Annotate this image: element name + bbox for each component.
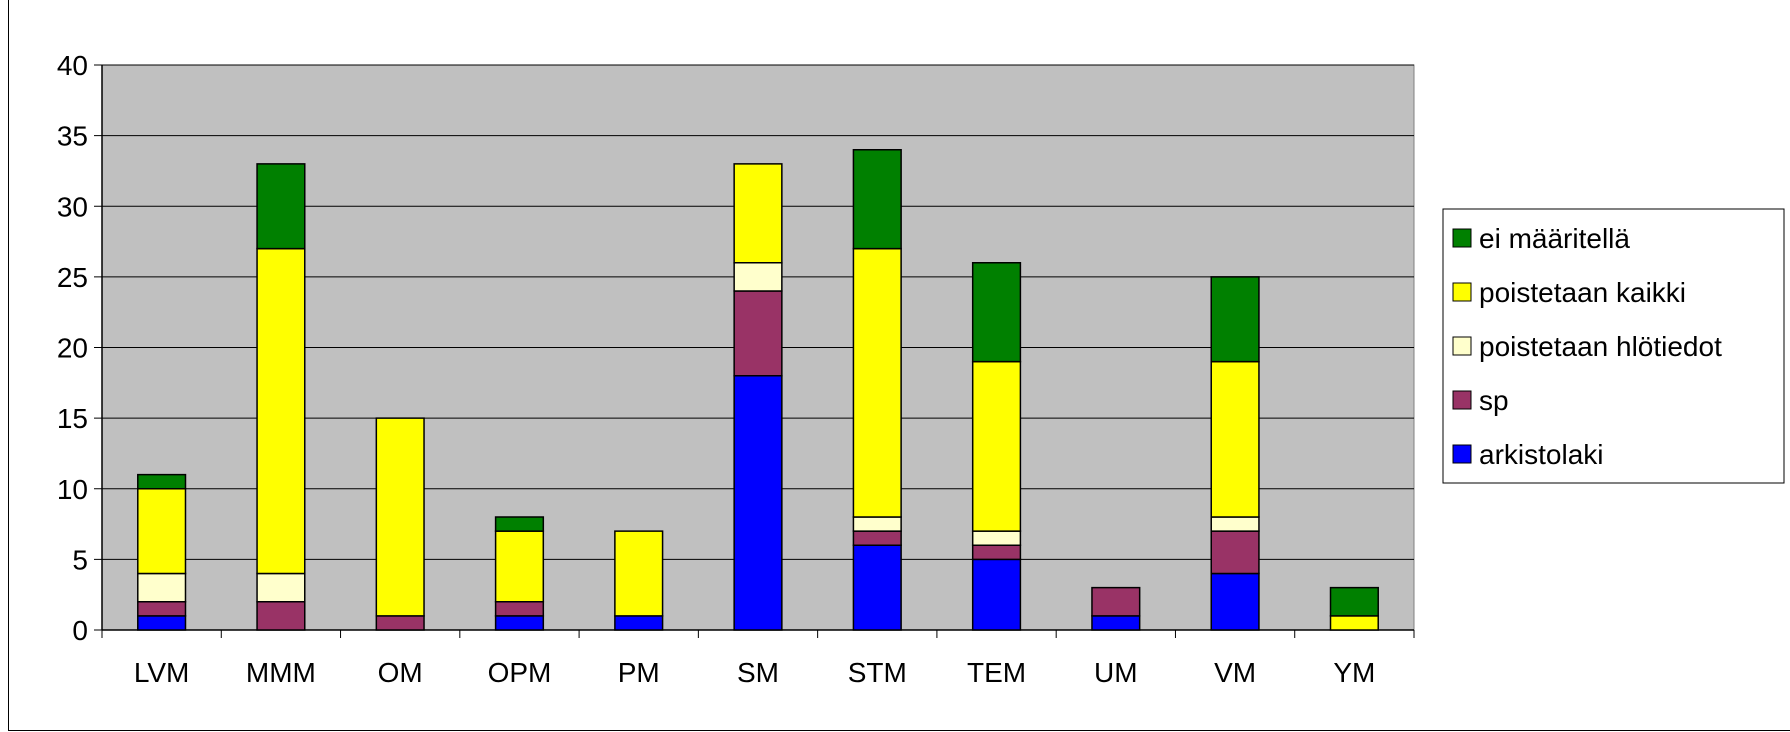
legend-box bbox=[1442, 208, 1785, 484]
bar-segment bbox=[1210, 530, 1260, 575]
bars bbox=[137, 149, 1379, 631]
bar-segment bbox=[852, 247, 902, 518]
legend: ei määritellä poistetaan kaikki poistetaan… bbox=[1442, 208, 1785, 484]
bar-segment bbox=[137, 572, 187, 603]
legend-label: arkistolaki bbox=[1479, 439, 1603, 470]
bar-segment bbox=[1210, 572, 1260, 631]
bar-segment bbox=[1329, 615, 1379, 631]
bar-segment bbox=[137, 473, 187, 490]
bar-segment bbox=[971, 558, 1022, 631]
legend-label: poistetaan hlötiedot bbox=[1479, 331, 1722, 362]
bar-segment bbox=[971, 262, 1022, 363]
bar-segment bbox=[852, 516, 902, 532]
legend-label: poistetaan kaikki bbox=[1479, 277, 1686, 308]
legend-swatch bbox=[1452, 282, 1472, 302]
x-tick-label: YM bbox=[1333, 657, 1375, 688]
bar-segment bbox=[1210, 276, 1260, 363]
x-tick-label: UM bbox=[1094, 657, 1138, 688]
x-tick-label: VM bbox=[1214, 657, 1256, 688]
bar-segment bbox=[733, 163, 783, 264]
bar-segment bbox=[375, 417, 425, 617]
bar-segment bbox=[256, 247, 306, 575]
y-tick-label: 0 bbox=[72, 615, 88, 646]
bar-segment bbox=[614, 530, 664, 617]
y-axis: 0 5 10 15 20 25 30 35 40 bbox=[57, 50, 103, 646]
bar-segment bbox=[256, 601, 306, 631]
legend-swatch bbox=[1452, 336, 1472, 356]
chart-frame bbox=[8, 0, 1790, 731]
bar-segment bbox=[1091, 615, 1141, 631]
x-tick-label: TEM bbox=[967, 657, 1026, 688]
y-tick-label: 35 bbox=[57, 121, 88, 152]
bar-segment bbox=[733, 262, 783, 292]
bar-segment bbox=[494, 601, 545, 617]
x-tick-label: STM bbox=[848, 657, 907, 688]
legend-swatch bbox=[1452, 390, 1472, 410]
y-tick-label: 5 bbox=[72, 544, 88, 575]
bar-segment bbox=[494, 615, 545, 631]
x-tick-label: PM bbox=[618, 657, 660, 688]
bar-segment bbox=[733, 375, 783, 631]
bar-segment bbox=[733, 290, 783, 377]
y-tick-label: 25 bbox=[57, 262, 88, 293]
bar-segment bbox=[1210, 516, 1260, 532]
bar-segment bbox=[1210, 360, 1260, 518]
bar-segment bbox=[137, 488, 187, 575]
y-tick-label: 40 bbox=[57, 50, 88, 81]
x-tick-label: MMM bbox=[246, 657, 316, 688]
bar-segment bbox=[1329, 586, 1379, 617]
x-tick-label: SM bbox=[737, 657, 779, 688]
bar-segment bbox=[375, 615, 425, 631]
bar-segment bbox=[971, 530, 1022, 546]
bar-segment bbox=[494, 530, 545, 603]
bar-segment bbox=[852, 149, 902, 250]
x-tick-label: OM bbox=[378, 657, 423, 688]
y-tick-label: 15 bbox=[57, 403, 88, 434]
legend-label: sp bbox=[1479, 385, 1509, 416]
bar-segment bbox=[256, 163, 306, 250]
bar-segment bbox=[971, 544, 1022, 561]
bar-segment bbox=[137, 601, 187, 617]
bar-segment bbox=[614, 615, 664, 631]
legend-label: ei määritellä bbox=[1479, 223, 1630, 254]
y-tick-label: 30 bbox=[57, 191, 88, 222]
x-tick-label: LVM bbox=[134, 657, 190, 688]
legend-swatch bbox=[1452, 228, 1472, 248]
bar-segment bbox=[256, 572, 306, 603]
x-axis: LVM MMM OM OPM PM SM STM TEM UM VM YM bbox=[101, 629, 1415, 688]
bar-segment bbox=[1091, 586, 1141, 617]
bar-segment bbox=[494, 516, 545, 532]
bar-segment bbox=[852, 544, 902, 631]
bar-segment bbox=[971, 360, 1022, 532]
bar-segment bbox=[852, 530, 902, 546]
y-tick-label: 10 bbox=[57, 474, 88, 505]
x-tick-label: OPM bbox=[488, 657, 552, 688]
legend-swatch bbox=[1452, 444, 1472, 464]
y-tick-label: 20 bbox=[57, 333, 88, 364]
bar-segment bbox=[137, 615, 187, 631]
